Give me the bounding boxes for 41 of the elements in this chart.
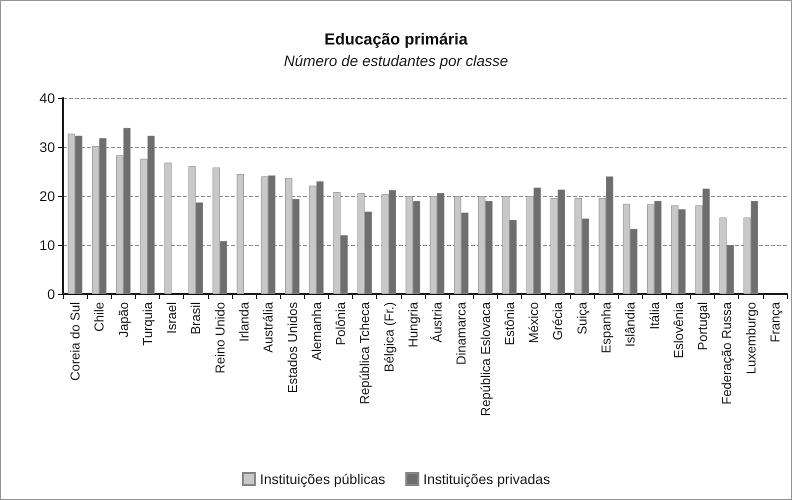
x-tick-label: Brasil xyxy=(188,302,204,335)
x-tick-label: Israel xyxy=(164,302,180,334)
x-tick-label: Estados Unidos xyxy=(284,302,300,394)
x-tick-label: Suiça xyxy=(574,301,590,335)
y-tick-label: 0 xyxy=(47,286,56,302)
x-tick-label: Austrália xyxy=(260,301,276,353)
x-tick-label: República Eslovaca xyxy=(478,301,493,416)
x-tick-label: Federação Russa xyxy=(719,301,734,405)
legend-label: Instituições públicas xyxy=(260,471,386,487)
x-tick-label: Alemanha xyxy=(308,301,324,361)
x-tick-label: República Tcheca xyxy=(357,301,372,404)
x-tick-label: Espanha xyxy=(598,301,614,354)
x-tick-label: França xyxy=(767,301,782,342)
x-tick-label: Islândia xyxy=(622,301,638,347)
x-tick-label: Áustria xyxy=(430,301,445,342)
legend-label: Instituições privadas xyxy=(423,471,550,487)
y-tick-label: 40 xyxy=(39,90,56,106)
x-tick-label: México xyxy=(526,302,542,344)
y-tick-label: 30 xyxy=(39,139,56,155)
x-tick-label: Estônia xyxy=(502,301,517,346)
x-tick-label: Polônia xyxy=(333,301,348,346)
x-tick-label: Chile xyxy=(92,302,107,332)
x-tick-label: Luxemburgo xyxy=(743,302,758,374)
y-tick-label: 10 xyxy=(39,237,56,253)
y-tick-label: 20 xyxy=(39,188,56,204)
x-tick-label: Dinamarca xyxy=(454,301,469,365)
x-tick-label: Irlanda xyxy=(236,301,252,342)
x-tick-label: Hungria xyxy=(405,301,420,348)
x-tick-label: Turquia xyxy=(140,301,155,346)
x-tick-label: Itália xyxy=(646,301,662,330)
x-tick-label: Coreia do Sul xyxy=(68,302,83,381)
x-tick-label: Portugal xyxy=(695,302,710,350)
x-tick-label: Japão xyxy=(116,302,131,338)
chart-subtitle: Número de estudantes por classe xyxy=(284,53,508,70)
bar xyxy=(164,162,172,294)
x-tick-label: Reino Unido xyxy=(212,302,228,374)
x-tick-label: Eslovênia xyxy=(670,301,686,358)
x-tick-label: Grécia xyxy=(550,301,566,340)
x-tick-label: Bélgica (Fr.) xyxy=(381,302,396,372)
bar xyxy=(236,174,244,294)
chart-title: Educação primária xyxy=(324,32,468,48)
